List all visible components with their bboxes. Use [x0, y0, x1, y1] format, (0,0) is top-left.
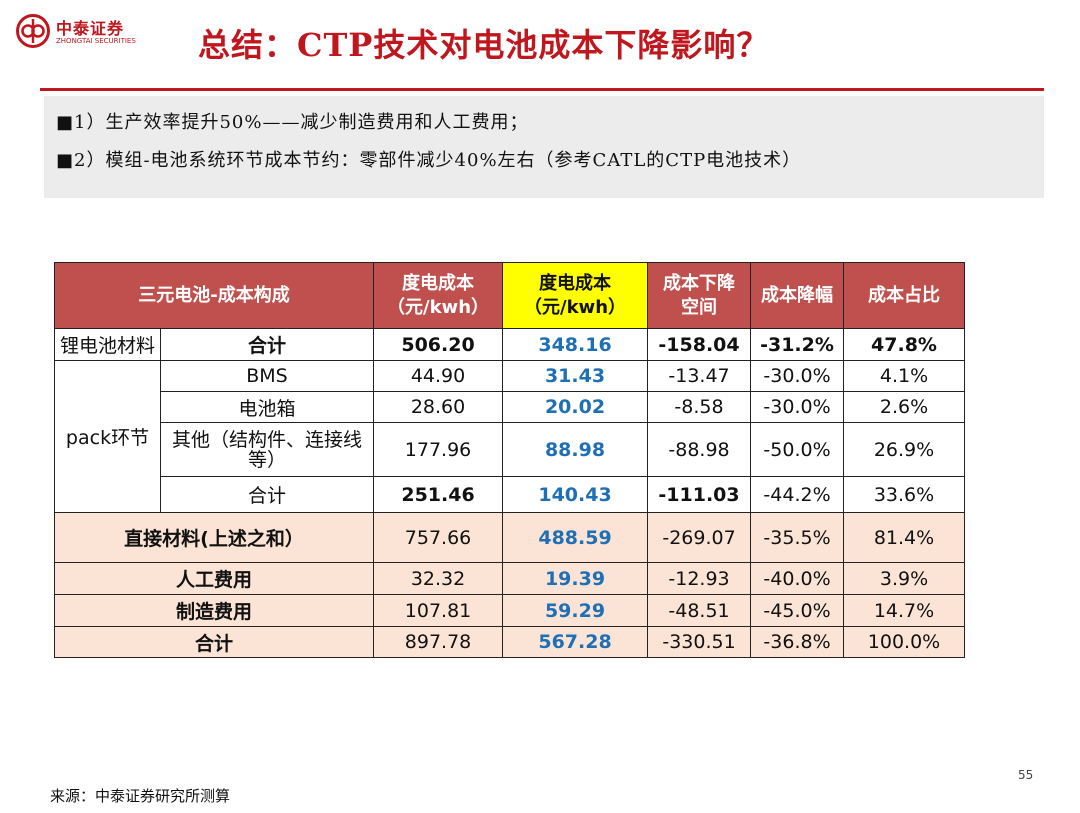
row-item-label: 直接材料(上述之和） — [53, 512, 375, 563]
cell-cost-before: 757.66 — [373, 512, 504, 563]
cell-cost-before: 28.60 — [373, 391, 504, 423]
cell-reduction-space: -269.07 — [647, 512, 752, 563]
header-cost-after: 度电成本 （元/kwh） — [502, 262, 649, 329]
cell-share: 81.4% — [843, 512, 966, 563]
cell-reduction-space: -8.58 — [647, 391, 752, 423]
table-row: pack环节 BMS 44.90 31.43 -13.47 -30.0% 4.1… — [54, 360, 966, 513]
table-row: 合计 897.78 567.28 -330.51 -36.8% 100.0% — [53, 626, 966, 658]
cell-cost-before: 107.81 — [373, 594, 504, 627]
row-item-label: 人工费用 — [53, 562, 375, 595]
cell-reduction-rate: -45.0% — [750, 594, 845, 627]
table-row: 其他（结构件、连接线等） 177.96 88.98 -88.98 -50.0% … — [55, 422, 966, 477]
header-reduction-space: 成本下降 空间 — [647, 262, 752, 329]
cell-reduction-space: -13.47 — [647, 360, 752, 392]
cost-table: 三元电池-成本构成 度电成本 （元/kwh） 度电成本 （元/kwh） 成本下降… — [53, 262, 966, 658]
cell-share: 4.1% — [843, 360, 966, 392]
cell-cost-after: 20.02 — [502, 391, 649, 423]
cell-reduction-rate: -36.8% — [750, 626, 845, 658]
zhongtai-logo-icon — [16, 14, 50, 48]
row-item-label: 电池箱 — [159, 391, 375, 423]
cell-reduction-rate: -30.0% — [750, 391, 845, 423]
row-item-label: BMS — [159, 360, 375, 392]
cell-cost-before: 897.78 — [373, 626, 504, 658]
cell-cost-before: 177.96 — [373, 422, 504, 477]
row-item-label: 制造费用 — [53, 594, 375, 627]
cell-share: 47.8% — [843, 328, 966, 361]
header-cost-before-text: 度电成本 （元/kwh） — [387, 272, 490, 318]
cell-cost-after: 348.16 — [502, 328, 649, 361]
row-item-label: 合计 — [159, 476, 375, 513]
table-row: 锂电池材料 合计 506.20 348.16 -158.04 -31.2% 47… — [54, 328, 966, 361]
cell-reduction-rate: -35.5% — [750, 512, 845, 563]
cell-cost-before: 506.20 — [373, 328, 504, 361]
cell-cost-after: 59.29 — [502, 594, 649, 627]
cell-reduction-space: -158.04 — [647, 328, 752, 361]
cell-reduction-rate: -31.2% — [750, 328, 845, 361]
cell-reduction-rate: -30.0% — [750, 360, 845, 392]
cell-cost-after: 19.39 — [502, 562, 649, 595]
cell-share: 100.0% — [843, 626, 966, 658]
cell-reduction-space: -12.93 — [647, 562, 752, 595]
logo-text-en: ZHONGTAI SECURITIES — [56, 37, 136, 45]
row-group-label: 锂电池材料 — [54, 328, 161, 361]
row-group-label: pack环节 — [54, 360, 161, 513]
header-reduction-rate: 成本降幅 — [750, 262, 845, 329]
cell-cost-after: 567.28 — [502, 626, 649, 658]
cell-reduction-space: -111.03 — [647, 476, 752, 513]
cell-share: 33.6% — [843, 476, 966, 513]
table-row: 人工费用 32.32 19.39 -12.93 -40.0% 3.9% — [53, 562, 966, 595]
page-title: 总结：CTP技术对电池成本下降影响？ — [198, 26, 770, 64]
summary-notes: ■1）生产效率提升50%——减少制造费用和人工费用； ■2）模组-电池系统环节成… — [44, 96, 1044, 198]
cell-reduction-space: -88.98 — [647, 422, 752, 477]
header-reduction-space-text: 成本下降 空间 — [663, 272, 736, 318]
company-logo: 中泰证券 ZHONGTAI SECURITIES — [16, 14, 156, 48]
cell-reduction-rate: -40.0% — [750, 562, 845, 595]
cell-reduction-rate: -44.2% — [750, 476, 845, 513]
table-row: 直接材料(上述之和） 757.66 488.59 -269.07 -35.5% … — [53, 512, 966, 563]
cell-share: 2.6% — [843, 391, 966, 423]
cell-share: 26.9% — [843, 422, 966, 477]
cell-cost-after: 31.43 — [502, 360, 649, 392]
note-1: ■1）生产效率提升50%——减少制造费用和人工费用； — [56, 112, 529, 133]
header-share: 成本占比 — [843, 262, 966, 329]
table-row: 制造费用 107.81 59.29 -48.51 -45.0% 14.7% — [53, 594, 966, 627]
header-cost-after-text: 度电成本 （元/kwh） — [524, 272, 627, 318]
row-item-label: 合计 — [159, 328, 375, 361]
cell-cost-after: 140.43 — [502, 476, 649, 513]
table-header-row: 三元电池-成本构成 度电成本 （元/kwh） 度电成本 （元/kwh） 成本下降… — [53, 262, 966, 329]
cell-cost-after: 488.59 — [502, 512, 649, 563]
source-note: 来源：中泰证券研究所测算 — [50, 787, 231, 805]
cell-reduction-space: -330.51 — [647, 626, 752, 658]
logo-text-cn: 中泰证券 — [56, 19, 125, 38]
cell-reduction-space: -48.51 — [647, 594, 752, 627]
page-number: 55 — [1018, 768, 1034, 782]
cell-cost-before: 44.90 — [373, 360, 504, 392]
cell-cost-after: 88.98 — [502, 422, 649, 477]
table-row: 电池箱 28.60 20.02 -8.58 -30.0% 2.6% — [55, 391, 966, 423]
cell-cost-before: 251.46 — [373, 476, 504, 513]
header-cost-before: 度电成本 （元/kwh） — [373, 262, 504, 329]
cell-cost-before: 32.32 — [373, 562, 504, 595]
title-divider — [40, 88, 1044, 91]
cell-share: 14.7% — [843, 594, 966, 627]
note-2: ■2）模组-电池系统环节成本节约：零部件减少40%左右（参考CATL的CTP电池… — [56, 150, 802, 171]
cell-share: 3.9% — [843, 562, 966, 595]
row-item-label: 合计 — [53, 626, 375, 658]
table-row: 合计 251.46 140.43 -111.03 -44.2% 33.6% — [55, 476, 966, 513]
row-item-label: 其他（结构件、连接线等） — [159, 422, 375, 477]
header-composition: 三元电池-成本构成 — [53, 262, 375, 329]
cell-reduction-rate: -50.0% — [750, 422, 845, 477]
